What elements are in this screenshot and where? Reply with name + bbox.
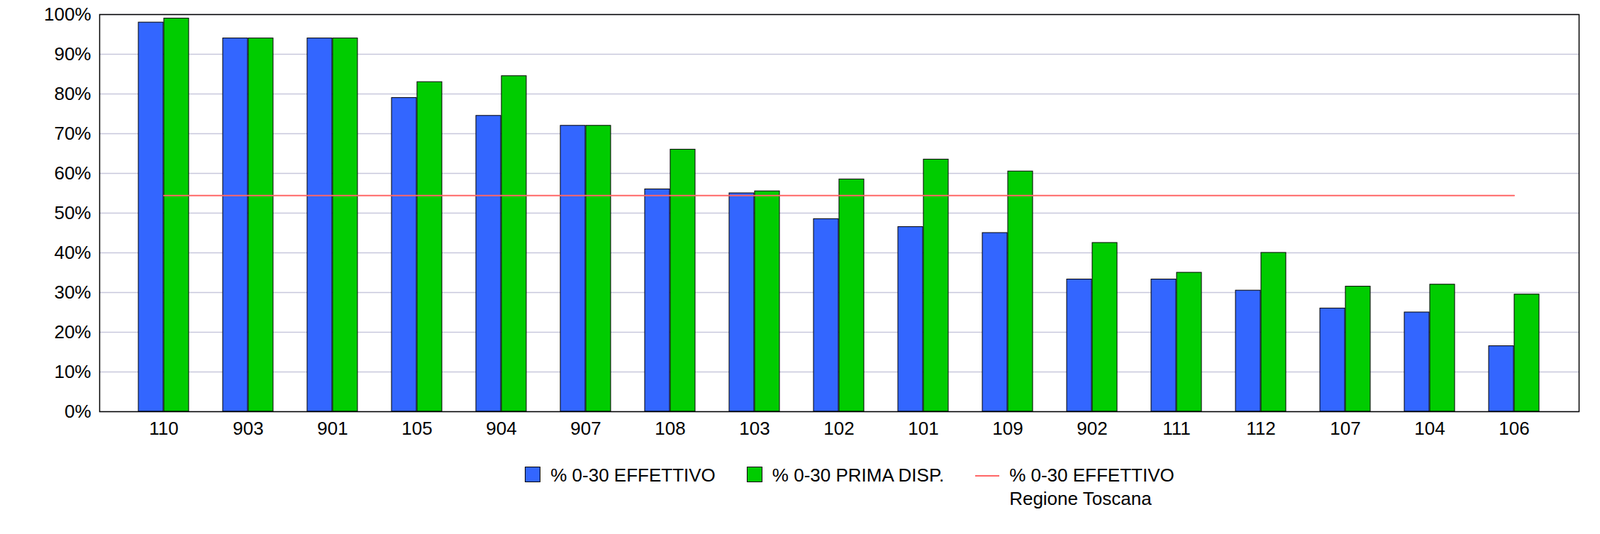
- svg-text:0%: 0%: [64, 400, 92, 422]
- svg-text:104: 104: [1414, 417, 1445, 440]
- svg-text:30%: 30%: [53, 281, 91, 303]
- svg-text:904: 904: [485, 417, 517, 440]
- svg-text:80%: 80%: [53, 82, 91, 105]
- svg-text:100%: 100%: [43, 3, 92, 25]
- svg-text:70%: 70%: [53, 122, 91, 144]
- svg-text:907: 907: [570, 417, 601, 440]
- svg-text:108: 108: [654, 417, 686, 440]
- html-text:% 0-30 EFFETTIVO: % 0-30 EFFETTIVO: [550, 464, 716, 486]
- svg-text:903: 903: [232, 417, 264, 440]
- svg-text:40%: 40%: [53, 241, 91, 264]
- svg-text:107: 107: [1329, 417, 1361, 440]
- svg-text:105: 105: [401, 417, 432, 440]
- svg-text:901: 901: [317, 417, 348, 440]
- html-text:% 0-30 EFFETTIVO Regione Tosca: % 0-30 EFFETTIVO Regione Toscana: [1009, 464, 1175, 509]
- svg-text:106: 106: [1498, 417, 1530, 440]
- svg-text:902: 902: [1076, 417, 1108, 440]
- svg-text:10%: 10%: [53, 360, 91, 383]
- svg-text:90%: 90%: [53, 43, 91, 65]
- svg-text:102: 102: [823, 417, 854, 440]
- svg-text:50%: 50%: [53, 202, 91, 224]
- html-text:% 0-30 PRIMA DISP.: % 0-30 PRIMA DISP.: [772, 464, 945, 486]
- svg-text:101: 101: [907, 417, 939, 440]
- svg-text:111: 111: [1162, 417, 1191, 440]
- svg-text:103: 103: [739, 417, 770, 440]
- svg-text:112: 112: [1246, 417, 1276, 440]
- svg-text:110: 110: [148, 417, 179, 440]
- svg-text:109: 109: [992, 417, 1023, 440]
- svg-text:20%: 20%: [53, 321, 91, 343]
- svg-text:60%: 60%: [53, 162, 91, 184]
